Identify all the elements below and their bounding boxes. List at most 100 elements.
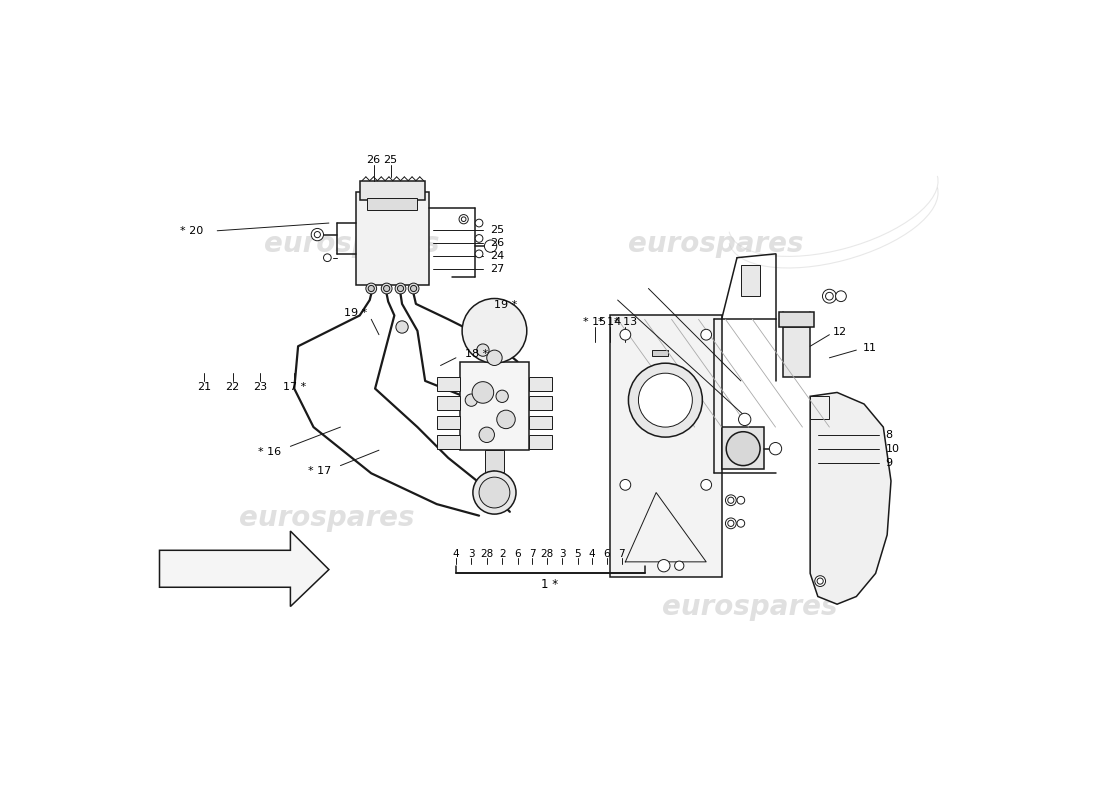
Text: 23: 23: [253, 382, 267, 392]
Circle shape: [726, 495, 736, 506]
Text: * 16: * 16: [258, 446, 282, 457]
Text: 21: 21: [197, 382, 211, 392]
Circle shape: [473, 471, 516, 514]
Text: 1 *: 1 *: [541, 578, 559, 591]
Text: 11: 11: [862, 342, 877, 353]
Circle shape: [638, 373, 692, 427]
Text: * 20: * 20: [180, 226, 204, 236]
Bar: [810, 396, 829, 419]
Bar: [529, 377, 552, 391]
Circle shape: [701, 479, 712, 490]
Bar: [722, 427, 763, 470]
Text: eurospares: eurospares: [264, 230, 440, 258]
Circle shape: [620, 479, 630, 490]
Text: 24: 24: [491, 251, 505, 261]
Text: 8: 8: [886, 430, 893, 440]
Bar: [652, 350, 668, 356]
Circle shape: [475, 250, 483, 258]
Bar: [460, 362, 529, 450]
Bar: [783, 327, 810, 377]
Text: eurospares: eurospares: [662, 594, 838, 622]
Text: 22: 22: [226, 382, 240, 392]
Circle shape: [476, 344, 490, 356]
Circle shape: [497, 410, 515, 429]
Text: 7: 7: [529, 549, 536, 559]
Circle shape: [823, 290, 836, 303]
Text: 28: 28: [480, 549, 494, 559]
Circle shape: [738, 414, 751, 426]
Circle shape: [396, 321, 408, 333]
Circle shape: [475, 234, 483, 242]
Circle shape: [737, 519, 745, 527]
Circle shape: [366, 283, 376, 294]
Bar: [485, 450, 504, 472]
Circle shape: [382, 283, 392, 294]
Circle shape: [459, 214, 469, 224]
Circle shape: [815, 576, 825, 586]
Text: 19 *: 19 *: [494, 301, 518, 310]
Text: 4: 4: [452, 549, 460, 559]
Text: 17 *: 17 *: [283, 382, 306, 392]
Circle shape: [462, 298, 527, 363]
Circle shape: [726, 518, 736, 529]
Circle shape: [484, 240, 497, 252]
Text: 19 *: 19 *: [344, 308, 367, 318]
Circle shape: [408, 283, 419, 294]
Bar: [779, 312, 814, 327]
Bar: [356, 192, 429, 285]
Text: 6: 6: [604, 549, 611, 559]
Circle shape: [658, 559, 670, 572]
Bar: [437, 396, 460, 410]
Circle shape: [395, 283, 406, 294]
Bar: [529, 435, 552, 449]
Circle shape: [836, 291, 846, 302]
Text: 7: 7: [618, 549, 625, 559]
Bar: [609, 315, 722, 578]
Circle shape: [726, 432, 760, 466]
Text: 25: 25: [491, 225, 505, 235]
Polygon shape: [810, 393, 891, 604]
Text: 3: 3: [559, 549, 565, 559]
Circle shape: [368, 286, 374, 291]
Bar: [529, 415, 552, 430]
Circle shape: [410, 286, 417, 291]
Bar: [360, 181, 425, 200]
Text: 3: 3: [468, 549, 475, 559]
Circle shape: [769, 442, 782, 455]
Text: 18 *: 18 *: [465, 349, 488, 359]
Circle shape: [478, 477, 509, 508]
Text: eurospares: eurospares: [239, 504, 415, 532]
Text: * 13: * 13: [614, 317, 637, 326]
Bar: [437, 435, 460, 449]
Text: * 14: * 14: [598, 317, 622, 326]
Text: 12: 12: [834, 327, 847, 338]
Circle shape: [475, 219, 483, 227]
Circle shape: [472, 382, 494, 403]
Text: 27: 27: [491, 264, 505, 274]
Circle shape: [674, 561, 684, 570]
Bar: [491, 471, 498, 490]
Bar: [741, 266, 760, 296]
Text: * 17: * 17: [308, 466, 331, 476]
Text: 5: 5: [574, 549, 581, 559]
Circle shape: [465, 394, 477, 406]
Text: 4: 4: [588, 549, 595, 559]
Bar: [437, 377, 460, 391]
Text: 26: 26: [366, 155, 381, 165]
Text: 9: 9: [886, 458, 893, 467]
Text: 6: 6: [514, 549, 521, 559]
Text: 25: 25: [384, 155, 397, 165]
Circle shape: [486, 350, 502, 366]
Text: * 15: * 15: [583, 317, 606, 326]
Circle shape: [397, 286, 404, 291]
Circle shape: [496, 390, 508, 402]
Text: 26: 26: [491, 238, 505, 248]
Bar: [529, 396, 552, 410]
Circle shape: [480, 427, 495, 442]
Bar: [367, 198, 418, 210]
Text: 2: 2: [498, 549, 506, 559]
Circle shape: [628, 363, 703, 437]
Circle shape: [737, 496, 745, 504]
Circle shape: [701, 330, 712, 340]
Bar: [437, 415, 460, 430]
